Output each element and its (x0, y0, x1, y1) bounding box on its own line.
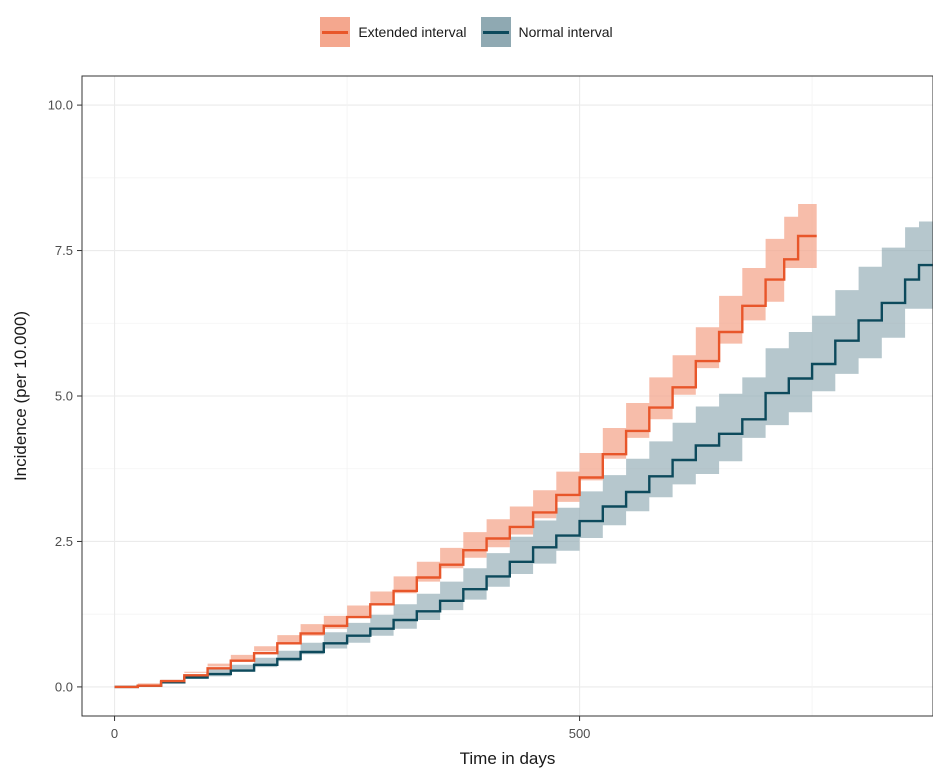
legend: Extended interval Normal interval (0, 14, 933, 50)
x-tick-label: 0 (111, 726, 118, 741)
y-axis-title: Incidence (per 10.000) (11, 311, 30, 481)
y-tick-label: 7.5 (55, 243, 73, 258)
legend-label-extended: Extended interval (358, 24, 467, 40)
series-line-extended (114, 234, 817, 689)
y-tick-label: 5.0 (55, 389, 73, 404)
x-axis-ticks: 0 500 (111, 716, 590, 741)
series-lines (114, 234, 933, 689)
legend-line-extended (322, 31, 349, 34)
y-tick-label: 0.0 (55, 679, 73, 694)
legend-key-normal (480, 17, 511, 47)
legend-line-normal (482, 31, 509, 34)
legend-item-normal: Normal interval (480, 17, 613, 47)
y-tick-label: 10.0 (48, 98, 73, 113)
ci-band-normal (114, 221, 933, 687)
y-axis-ticks: 0.0 2.5 5.0 7.5 10.0 (48, 98, 82, 694)
series-line-normal (114, 263, 933, 689)
y-tick-label: 2.5 (55, 534, 73, 549)
x-axis-title: Time in days (460, 749, 556, 768)
legend-label-normal: Normal interval (518, 24, 613, 40)
legend-key-extended (320, 17, 351, 47)
legend-item-extended: Extended interval (320, 17, 467, 47)
x-tick-label: 500 (569, 726, 591, 741)
